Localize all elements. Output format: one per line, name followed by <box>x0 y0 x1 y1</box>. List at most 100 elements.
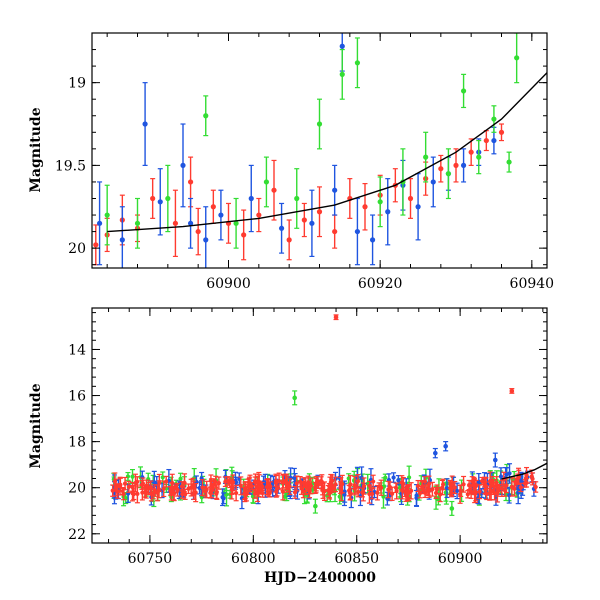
outlier-point <box>492 452 498 468</box>
top-y-axis-title: Magnitude <box>28 107 44 192</box>
data-point <box>437 486 443 503</box>
top-y-tick-label: 19.5 <box>55 158 86 174</box>
data-point <box>491 105 497 133</box>
data-point <box>169 482 175 494</box>
data-point <box>498 123 505 142</box>
data-point <box>347 178 353 219</box>
outlier-point <box>509 388 515 394</box>
top-x-tick-label: 60920 <box>358 276 403 292</box>
data-point <box>355 486 361 498</box>
bottom-y-tick-label: 20 <box>68 481 86 497</box>
data-point <box>483 130 489 152</box>
data-point <box>487 471 493 491</box>
data-point <box>460 148 467 183</box>
data-point <box>472 478 478 496</box>
data-point <box>233 197 239 249</box>
data-point <box>512 477 518 487</box>
data-point <box>355 473 361 489</box>
data-point <box>104 184 110 246</box>
data-point <box>354 37 361 89</box>
data-point <box>174 482 180 497</box>
data-point <box>496 483 502 493</box>
data-point <box>134 484 140 504</box>
top-x-tick-label: 60940 <box>510 276 555 292</box>
data-point <box>434 484 440 495</box>
bottom-x-tick-label: 60850 <box>334 551 379 567</box>
data-point <box>339 48 345 100</box>
data-point <box>130 484 136 502</box>
data-point <box>199 479 205 496</box>
data-point <box>452 480 458 495</box>
model-curve <box>501 462 547 480</box>
data-point <box>352 475 358 496</box>
data-point <box>220 488 226 507</box>
data-point <box>301 202 307 238</box>
data-point <box>327 476 333 495</box>
data-point <box>126 480 132 493</box>
data-point <box>370 474 376 489</box>
bottom-y-tick-label: 22 <box>68 527 86 543</box>
data-point <box>467 485 473 495</box>
data-point <box>265 479 271 492</box>
data-point <box>286 219 292 261</box>
data-point <box>476 139 482 175</box>
top-x-tick-label: 60900 <box>206 276 251 292</box>
data-point <box>506 151 512 173</box>
data-point <box>294 475 300 492</box>
data-point <box>316 98 323 150</box>
data-point <box>180 123 186 208</box>
data-point <box>278 202 285 254</box>
data-point <box>195 207 201 256</box>
top-y-tick-label: 20 <box>68 241 86 257</box>
data-point <box>354 197 361 266</box>
data-point <box>391 472 397 483</box>
data-point <box>165 164 171 233</box>
data-point <box>361 477 367 495</box>
bottom-panel: 14 16 18 20 22 60750 60800 60850 60900 Magnitude… <box>28 307 548 586</box>
data-point <box>294 168 300 229</box>
data-point <box>347 475 353 494</box>
model-curve <box>107 72 547 233</box>
data-point <box>468 138 474 166</box>
data-point <box>376 482 382 491</box>
data-point <box>150 488 156 500</box>
data-point <box>233 484 239 502</box>
data-point <box>479 476 485 486</box>
data-point <box>182 473 188 493</box>
data-point <box>415 173 421 241</box>
data-point <box>533 481 539 493</box>
data-point <box>488 482 494 501</box>
bottom-y-tick-label: 14 <box>68 342 86 358</box>
data-point <box>125 471 131 481</box>
bottom-axis-ticks: 14 16 18 20 22 60750 60800 60850 60900 <box>68 308 547 567</box>
bottom-x-tick-label: 60900 <box>438 551 483 567</box>
data-point <box>112 472 118 491</box>
data-point <box>514 33 520 84</box>
data-point <box>494 476 500 490</box>
bottom-data-layer <box>110 314 547 516</box>
data-point <box>338 483 344 502</box>
data-point <box>362 182 368 231</box>
data-point <box>529 469 535 484</box>
top-plot-area <box>93 33 547 268</box>
data-point <box>313 476 319 494</box>
data-point <box>429 481 435 497</box>
data-point <box>316 186 323 238</box>
data-point <box>369 214 376 266</box>
data-point <box>248 164 254 233</box>
top-data-layer <box>93 33 547 268</box>
data-point <box>227 477 233 489</box>
data-point <box>407 178 414 219</box>
data-point <box>444 478 450 499</box>
data-point <box>276 472 282 490</box>
data-point <box>238 476 244 496</box>
data-point <box>191 487 197 501</box>
data-point <box>377 176 383 228</box>
data-point <box>484 487 490 501</box>
data-point <box>420 485 426 495</box>
data-point <box>134 476 140 488</box>
data-point <box>157 168 163 236</box>
data-point <box>225 202 232 244</box>
data-point <box>366 484 372 504</box>
